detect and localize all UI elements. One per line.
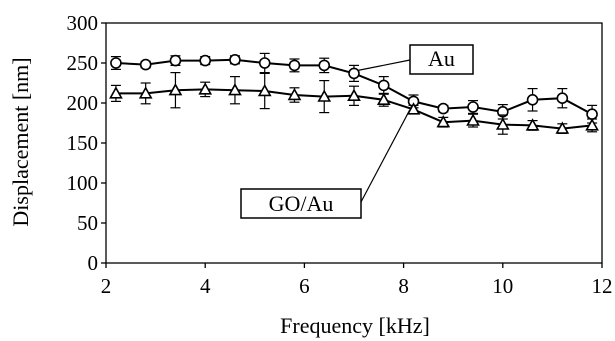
x-tick-label: 2 (101, 274, 112, 298)
data-point (109, 86, 123, 99)
data-point (376, 92, 391, 105)
y-tick-label: 150 (67, 131, 99, 155)
data-point (110, 57, 122, 69)
data-point (199, 54, 211, 67)
x-tick-label: 4 (200, 274, 211, 298)
axes (101, 22, 603, 268)
y-tick-label: 300 (67, 11, 99, 35)
data-point (229, 53, 241, 66)
data-point (586, 108, 598, 120)
data-point (169, 54, 182, 67)
data-point (258, 57, 271, 69)
data-point (436, 115, 451, 128)
x-tick-label: 10 (492, 274, 513, 298)
data-point (228, 83, 242, 96)
au-callout-leader (357, 59, 411, 71)
data-point (288, 59, 301, 72)
y-tick-label: 50 (77, 211, 98, 235)
x-tick-labels: 2 4 6 8 10 12 (101, 274, 613, 298)
data-point (406, 102, 421, 115)
au-callout-label: Au (428, 46, 455, 71)
goau-callout-label: GO/Au (269, 191, 334, 216)
x-axis-label: Frequency [kHz] (280, 313, 430, 338)
data-point (377, 79, 390, 92)
data-point (318, 59, 331, 72)
series-go-au (109, 71, 599, 135)
data-point (287, 87, 302, 101)
data-point (585, 118, 599, 131)
y-tick-label: 200 (67, 91, 99, 115)
data-point (525, 118, 540, 131)
goau-callout-leader (360, 110, 411, 203)
data-point (437, 102, 450, 115)
data-point (168, 83, 183, 96)
y-axis-label: Displacement [nm] (8, 57, 33, 226)
x-tick-label: 6 (299, 274, 310, 298)
data-point (257, 83, 272, 97)
series-au (110, 52, 598, 124)
data-point (495, 117, 510, 130)
data-point (556, 92, 569, 104)
x-tick-label: 12 (592, 274, 613, 298)
goau-callout-box (240, 188, 362, 219)
data-point (466, 113, 480, 126)
data-point (555, 121, 570, 134)
y-tick-labels: 0 50 100 150 200 250 300 (67, 11, 99, 275)
data-point (348, 67, 360, 80)
x-tick-label: 8 (398, 274, 409, 298)
data-point (138, 86, 153, 99)
y-tick-label: 250 (67, 51, 99, 75)
data-point (198, 82, 213, 95)
data-point (526, 94, 539, 106)
y-tick-label: 0 (88, 251, 99, 275)
data-point (467, 101, 479, 113)
data-point (317, 89, 332, 102)
au-callout-box (409, 44, 474, 75)
y-tick-label: 100 (67, 171, 99, 195)
series-layer (109, 52, 599, 135)
data-point (139, 58, 152, 71)
data-point (347, 88, 361, 101)
